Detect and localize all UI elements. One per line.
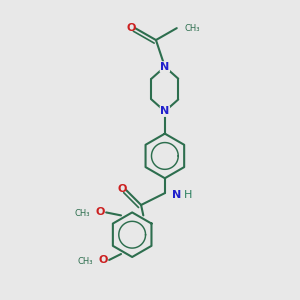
- Text: N: N: [160, 62, 170, 72]
- Text: O: O: [95, 207, 105, 218]
- Text: O: O: [98, 255, 108, 265]
- Text: H: H: [184, 190, 193, 200]
- Text: CH₃: CH₃: [74, 209, 90, 218]
- Text: N: N: [160, 106, 170, 116]
- Text: CH₃: CH₃: [184, 24, 200, 33]
- Text: N: N: [172, 190, 182, 200]
- Text: CH₃: CH₃: [77, 257, 93, 266]
- Text: O: O: [118, 184, 127, 194]
- Text: O: O: [127, 23, 136, 33]
